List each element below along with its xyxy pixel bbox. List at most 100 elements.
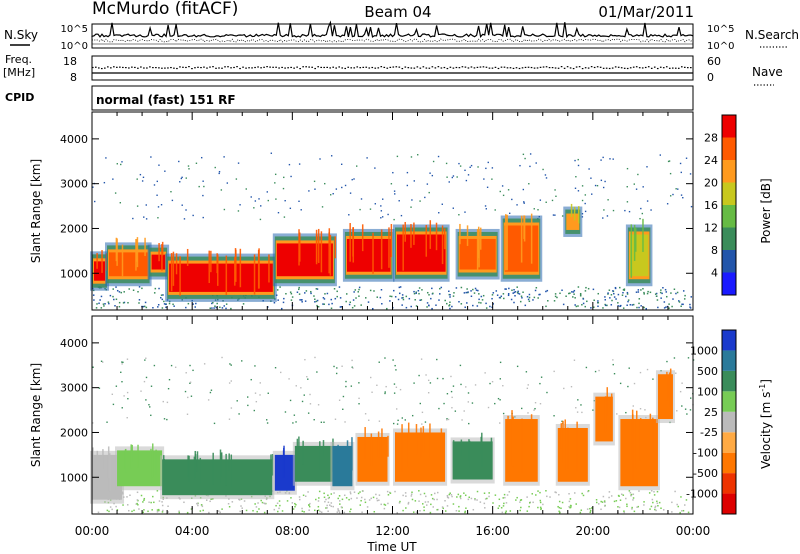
velocity-echo-region xyxy=(555,419,590,486)
colorbar-tick-label: -100 xyxy=(693,447,718,460)
power-echo-region xyxy=(165,248,277,302)
cpid-label: CPID xyxy=(5,91,34,104)
power-echo-region xyxy=(393,220,450,282)
velocity-echo-region xyxy=(292,436,335,486)
power-echo-region xyxy=(455,223,500,280)
colorbar-segment xyxy=(722,330,736,351)
colorbar-segment xyxy=(722,432,736,453)
x-tick-label: 04:00 xyxy=(175,524,210,538)
colorbar-segment xyxy=(722,227,736,250)
freq-unit-label: [MHz] xyxy=(3,66,35,79)
freq-trace xyxy=(92,66,692,70)
power-echo-region xyxy=(625,218,653,287)
velocity-ytick-label: 3000 xyxy=(60,382,88,395)
nave-right-top-label: 60 xyxy=(707,55,721,68)
x-tick-label: 08:00 xyxy=(275,524,310,538)
power-echo-region xyxy=(342,223,395,282)
x-axis-label: Time UT xyxy=(366,540,417,554)
power-ytick-label: 2000 xyxy=(60,222,88,235)
velocity-panel xyxy=(90,315,695,515)
colorbar-segment xyxy=(722,250,736,273)
colorbar-tick-label: 100 xyxy=(697,385,718,398)
colorbar-tick-label: 500 xyxy=(697,365,718,378)
noise-left-top-label: 10^5 xyxy=(61,24,88,35)
noise-left-bottom-label: 10^0 xyxy=(61,41,88,52)
colorbar-tick-label: 1000 xyxy=(690,344,718,357)
colorbar-segment xyxy=(722,350,736,371)
power-echo-marks xyxy=(90,203,653,302)
x-tick-labels: 00:00 04:00 08:00 12:00 16:00 20:00 00:00 xyxy=(75,524,711,538)
power-echo-region xyxy=(105,237,152,287)
velocity-ytick-label: 4000 xyxy=(60,337,88,350)
velocity-echo-region xyxy=(593,387,615,446)
velocity-noise xyxy=(92,356,695,514)
colorbar-tick-label: -25 xyxy=(700,426,718,439)
cpid-text: normal (fast) 151 RF xyxy=(96,93,236,107)
velocity-echo-region xyxy=(160,449,275,500)
power-cbar-label: Power [dB] xyxy=(759,178,773,243)
nsearch-label: N.Search xyxy=(745,28,799,42)
power-ytick-label: 1000 xyxy=(60,267,88,280)
power-ytick-label: 3000 xyxy=(60,178,88,191)
velocity-ytick-label: 2000 xyxy=(60,426,88,439)
velocity-echo-region xyxy=(393,422,448,486)
freq-left-bottom-label: 8 xyxy=(70,71,77,84)
power-panel xyxy=(90,111,694,311)
colorbar-tick-label: -500 xyxy=(693,467,718,480)
velocity-echo-region xyxy=(503,410,540,486)
freq-label: Freq. xyxy=(5,53,32,66)
colorbar-segment xyxy=(722,205,736,228)
beam-title: Beam 04 xyxy=(364,3,431,21)
date-title: 01/Mar/2011 xyxy=(598,3,694,21)
x-tick-label: 16:00 xyxy=(475,524,510,538)
power-echo-region xyxy=(147,241,170,280)
colorbar-tick-label: 12 xyxy=(704,222,718,235)
x-tick-label: 20:00 xyxy=(576,524,611,538)
power-echo-region xyxy=(90,250,110,291)
velocity-colorbar: 1000 500 100 25 -25 -100 -500 -1000 xyxy=(686,329,737,515)
velocity-echo-region xyxy=(618,409,660,491)
colorbar-segment xyxy=(722,493,736,514)
colorbar-tick-label: 24 xyxy=(704,154,718,167)
colorbar-tick-label: 16 xyxy=(704,199,718,212)
velocity-ytick-label: 1000 xyxy=(60,471,88,484)
colorbar-segment xyxy=(722,370,736,392)
colorbar-segment xyxy=(722,452,736,474)
frequency-strip xyxy=(91,55,694,81)
colorbar-segment xyxy=(722,182,736,205)
velocity-cbar-label: Velocity [m s-1] xyxy=(758,379,773,469)
colorbar-tick-label: 20 xyxy=(704,177,718,190)
velocity-echo-region xyxy=(272,445,297,495)
colorbar-segment xyxy=(722,473,736,494)
freq-left-top-label: 18 xyxy=(63,55,77,68)
colorbar-tick-label: 25 xyxy=(704,406,718,419)
station-title: McMurdo (fitACF) xyxy=(92,0,238,19)
nsky-label: N.Sky xyxy=(4,28,38,42)
colorbar-tick-label: 8 xyxy=(711,244,718,257)
velocity-echo-region xyxy=(450,432,495,484)
noise-strip xyxy=(91,20,694,49)
colorbar-segment xyxy=(722,137,736,160)
nave-right-bottom-label: 0 xyxy=(707,71,714,84)
colorbar-tick-label: 4 xyxy=(711,267,718,280)
colorbar-segment xyxy=(722,411,736,433)
colorbar-segment xyxy=(722,391,736,412)
velocity-echo-region xyxy=(330,437,355,491)
velocity-echo-region xyxy=(115,443,165,491)
power-ytick-label: 4000 xyxy=(60,133,88,146)
colorbar-tick-label: 28 xyxy=(704,132,718,145)
x-tick-label: 12:00 xyxy=(375,524,410,538)
x-tick-label: 00:00 xyxy=(75,524,110,538)
velocity-ylabel: Slant Range [km] xyxy=(29,363,43,467)
nave-label: Nave xyxy=(752,65,783,79)
power-echo-region xyxy=(272,228,337,287)
noise-right-top-label: 10^5 xyxy=(707,24,734,35)
colorbar-segment xyxy=(722,272,736,295)
colorbar-segment xyxy=(722,115,736,138)
velocity-echo-region xyxy=(655,368,675,424)
noise-right-bottom-label: 10^0 xyxy=(707,41,734,52)
power-echo-region xyxy=(563,203,583,237)
power-colorbar: 4 8 12 16 20 24 28 xyxy=(704,114,737,296)
power-echo-region xyxy=(500,213,543,282)
